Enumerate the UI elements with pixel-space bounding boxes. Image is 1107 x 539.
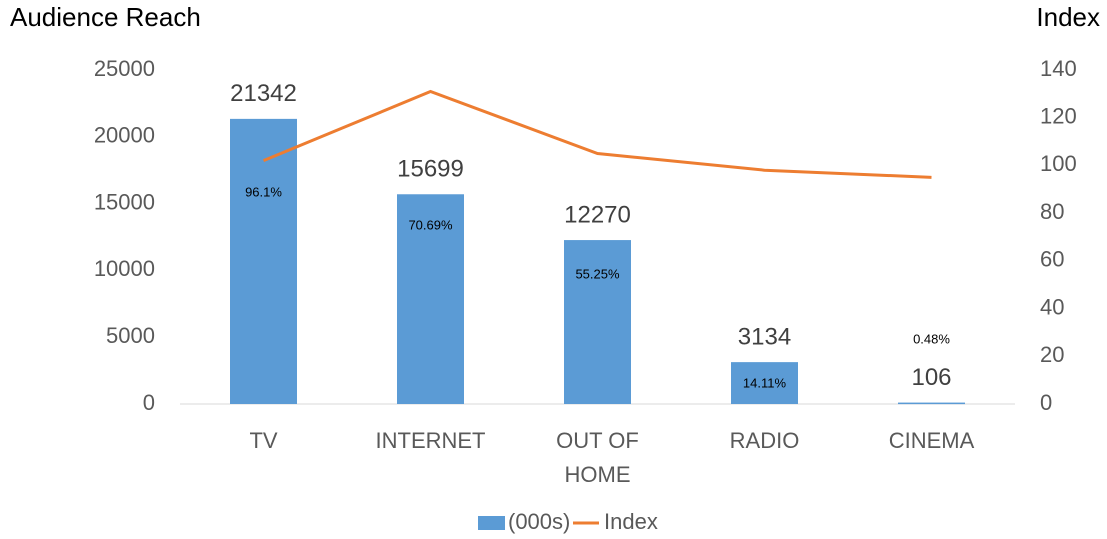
y-tick-label: 10000 <box>94 256 155 281</box>
y2-tick-label: 100 <box>1040 151 1077 176</box>
data-label: 3134 <box>738 323 791 350</box>
y2-tick-label: 80 <box>1040 199 1064 224</box>
share-label: 96.1% <box>245 184 282 199</box>
bar <box>564 240 631 404</box>
bar <box>898 402 965 405</box>
share-label: 70.69% <box>408 217 453 232</box>
y-tick-label: 20000 <box>94 123 155 148</box>
y2-tick-label: 120 <box>1040 104 1077 129</box>
y-tick-label: 15000 <box>94 189 155 214</box>
y-tick-label: 25000 <box>94 56 155 81</box>
share-label: 0.48% <box>913 331 950 346</box>
share-label: 55.25% <box>575 266 620 281</box>
x-tick-label: RADIO <box>729 428 800 453</box>
bar <box>731 362 798 404</box>
y-tick-label: 0 <box>143 390 155 415</box>
index-line <box>262 89 932 179</box>
x-tick-label: TV <box>249 428 278 453</box>
x-tick-label: INTERNET <box>375 428 486 453</box>
legend-label: Index <box>604 509 658 534</box>
bar <box>397 194 464 404</box>
legend-swatch <box>478 516 505 530</box>
x-tick-label: OUT OF HOME <box>556 428 639 487</box>
y2-tick-label: 40 <box>1040 294 1064 319</box>
y-axis-title: Audience Reach <box>10 2 201 32</box>
y2-axis-title: Index <box>1036 2 1100 32</box>
x-tick-label: CINEMA <box>888 428 975 453</box>
y2-tick-label: 20 <box>1040 342 1064 367</box>
y-tick-label: 5000 <box>106 323 155 348</box>
data-label: 21342 <box>230 80 297 107</box>
data-label: 15699 <box>397 156 464 183</box>
data-label: 106 <box>911 364 951 391</box>
y2-tick-label: 60 <box>1040 247 1064 272</box>
data-label: 12270 <box>564 201 631 228</box>
bar <box>230 118 297 404</box>
y2-tick-label: 0 <box>1040 390 1052 415</box>
y2-tick-label: 140 <box>1040 56 1077 81</box>
share-label: 14.11% <box>743 375 787 390</box>
legend-label: (000s) <box>508 509 570 534</box>
